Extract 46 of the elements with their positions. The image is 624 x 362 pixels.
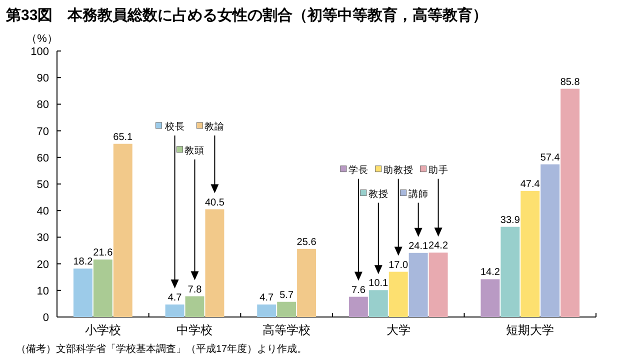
- data-label: 4.7: [260, 292, 274, 304]
- y-tick-label: 60: [36, 152, 49, 164]
- y-tick-label: 70: [36, 126, 49, 138]
- data-label: 4.7: [168, 292, 182, 304]
- data-label: 5.7: [280, 290, 294, 301]
- data-label: 10.1: [368, 278, 389, 290]
- y-tick-label: 0: [42, 312, 49, 324]
- data-label: 24.1: [408, 240, 428, 252]
- data-label: 7.8: [188, 284, 202, 296]
- legend-label: 講師: [408, 188, 428, 200]
- y-tick-label: 80: [36, 99, 49, 112]
- data-label: 25.6: [296, 236, 317, 248]
- x-tick-label: 中学校: [176, 323, 213, 337]
- legend-label: 教授: [368, 188, 388, 200]
- y-tick-label: 50: [36, 179, 49, 191]
- data-label: 7.6: [351, 284, 366, 296]
- chart-title: 第33図 本務教員総数に占める女性の割合（初等中等教育，高等教育）: [5, 6, 488, 24]
- y-tick-label: 20: [36, 258, 49, 271]
- x-tick-label: 小学校: [84, 323, 121, 337]
- legend-label: 助教授: [383, 164, 414, 176]
- data-label: 14.2: [480, 267, 500, 278]
- data-label: 33.9: [500, 214, 520, 226]
- data-label: 57.4: [540, 152, 560, 164]
- y-tick-label: 30: [36, 232, 49, 244]
- data-label: 18.2: [73, 256, 94, 268]
- data-label: 40.5: [204, 197, 225, 208]
- data-label: 85.8: [560, 76, 580, 88]
- legend-label: 教頭: [184, 145, 205, 156]
- legend-label: 校長: [164, 120, 185, 132]
- data-label: 21.6: [93, 248, 114, 259]
- legend-label: 助手: [428, 164, 448, 176]
- data-label: 24.2: [428, 240, 448, 252]
- x-tick-label: 高等学校: [262, 323, 311, 337]
- x-tick-label: 大学: [386, 323, 410, 337]
- data-label: 47.4: [520, 178, 540, 190]
- text: （備考）文部科学省「学校基本調査」（平成17年度）より作成。: [16, 343, 308, 355]
- legend-label: 学長: [348, 164, 368, 176]
- legend-label: 教諭: [204, 120, 225, 132]
- data-label: 17.0: [388, 260, 409, 271]
- y-tick-label: 10: [36, 285, 49, 298]
- y-tick-label: 90: [36, 72, 49, 85]
- y-tick-label: 40: [36, 206, 49, 218]
- y-axis-title: （%）: [26, 33, 58, 45]
- x-tick-label: 短期大学: [506, 323, 554, 337]
- y-tick-label: 100: [30, 46, 49, 58]
- data-label: 65.1: [113, 132, 134, 143]
